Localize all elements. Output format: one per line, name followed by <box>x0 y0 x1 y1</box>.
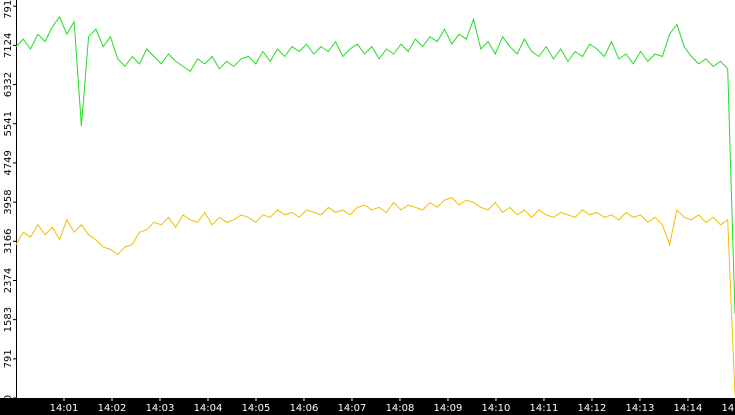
x-tick-label: 14:06 <box>290 403 319 414</box>
y-tick-label: 791 <box>3 349 14 368</box>
y-tick-label: 3166 <box>3 229 14 254</box>
x-tick-label: 14:01 <box>50 403 79 414</box>
x-tick-label: 14:12 <box>578 403 607 414</box>
x-axis-band <box>0 398 735 415</box>
y-tick-label: 0 <box>3 395 14 401</box>
series-line <box>15 196 735 396</box>
x-tick-label: 14:14 <box>674 403 703 414</box>
y-tick-label: 3958 <box>3 189 14 214</box>
x-tick-label: 14:09 <box>434 403 463 414</box>
x-tick-label: 14:05 <box>242 403 271 414</box>
series-line <box>15 15 735 314</box>
y-tick-label: 7916 <box>3 0 14 19</box>
y-tick-label: 2374 <box>3 268 14 293</box>
y-tick-label: 1583 <box>3 307 14 332</box>
x-tick-label: 14:03 <box>146 403 175 414</box>
y-tick-label: 7124 <box>3 33 14 58</box>
y-tick-label: 4749 <box>3 150 14 175</box>
x-tick-label: 14:11 <box>530 403 559 414</box>
x-tick-label: 14:10 <box>482 403 511 414</box>
x-tick-label: 14:07 <box>338 403 367 414</box>
x-tick-label: 14:08 <box>386 403 415 414</box>
x-tick-label: 14:04 <box>194 403 223 414</box>
x-tick-label: 14:13 <box>626 403 655 414</box>
x-tick-label: 14:15 <box>722 403 735 414</box>
y-tick-label: 5541 <box>3 111 14 136</box>
y-tick-label: 6332 <box>3 72 14 97</box>
x-tick-label: 14:02 <box>98 403 127 414</box>
